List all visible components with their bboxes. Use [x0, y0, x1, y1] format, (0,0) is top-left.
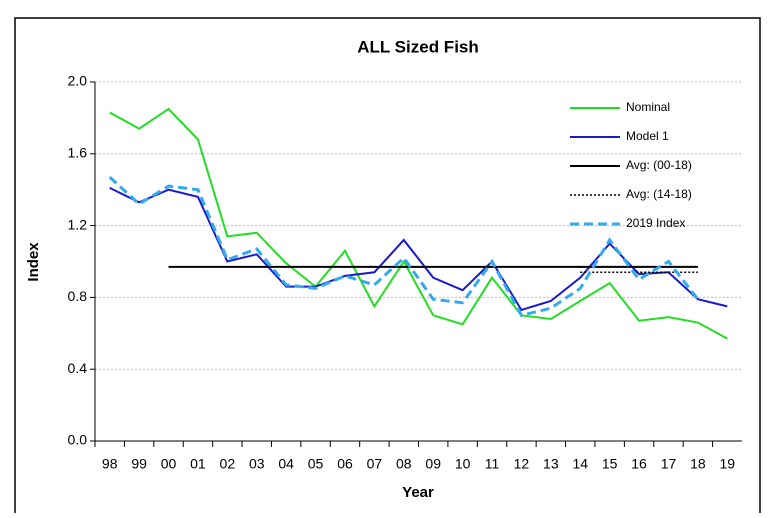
- x-tick-label: 10: [455, 456, 471, 472]
- x-tick-label: 02: [220, 456, 236, 472]
- y-tick-label: 2.0: [68, 73, 88, 89]
- x-tick-label: 98: [102, 456, 118, 472]
- x-tick-label: 99: [131, 456, 147, 472]
- series-line: [109, 107, 728, 340]
- frame: [14, 17, 761, 513]
- x-axis-label: Year: [402, 484, 434, 501]
- x-tick-label: 13: [543, 456, 559, 472]
- legend-label: Nominal: [626, 100, 670, 114]
- series-line: [109, 187, 728, 312]
- x-tick-label: 12: [514, 456, 530, 472]
- y-axis-label: Index: [25, 242, 42, 282]
- x-tick-label: 00: [161, 456, 177, 472]
- x-tick-label: 11: [485, 456, 500, 472]
- x-tick-label: 06: [337, 456, 353, 472]
- x-tick-label: 15: [602, 456, 618, 472]
- y-tick-label: 1.2: [68, 216, 88, 232]
- x-tick-label: 03: [249, 456, 265, 472]
- x-tick-label: 14: [572, 456, 588, 472]
- x-tick-label: 07: [367, 456, 383, 472]
- x-tick-label: 17: [661, 456, 677, 472]
- legend-label: Avg: (00-18): [626, 158, 692, 172]
- y-tick-label: 1.6: [68, 145, 88, 161]
- x-tick-label: 01: [190, 456, 206, 472]
- x-tick-label: 09: [425, 456, 441, 472]
- y-tick-label: 0.8: [68, 288, 88, 304]
- chart-title: ALL Sized Fish: [357, 37, 479, 56]
- x-tick-label: 16: [631, 456, 647, 472]
- legend-label: Avg: (14-18): [626, 187, 692, 201]
- series-line: [108, 176, 700, 318]
- x-tick-label: 18: [690, 456, 706, 472]
- x-tick-label: 05: [308, 456, 324, 472]
- x-tick-label: 19: [720, 456, 736, 472]
- y-tick-label: 0.0: [68, 432, 88, 448]
- x-tick-label: 08: [396, 456, 412, 472]
- y-tick-label: 0.4: [68, 360, 88, 376]
- legend-label: 2019 Index: [626, 216, 685, 230]
- x-tick-label: 04: [278, 456, 294, 472]
- legend-label: Model 1: [626, 129, 669, 143]
